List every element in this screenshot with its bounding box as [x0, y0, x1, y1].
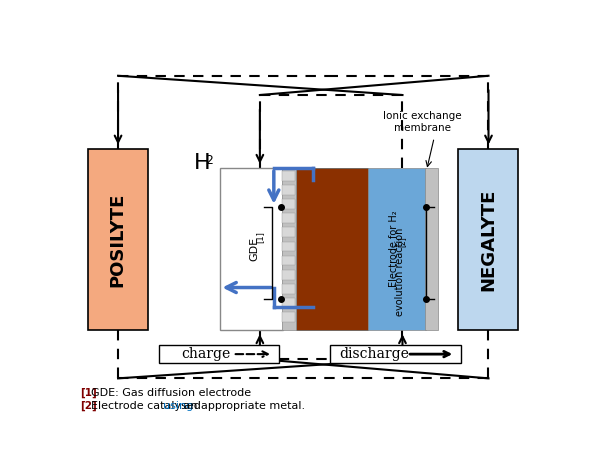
Text: POSILYTE: POSILYTE [109, 192, 126, 286]
Text: [1]: [1] [80, 388, 97, 398]
Text: Ionic exchange
membrane: Ionic exchange membrane [384, 111, 462, 133]
Bar [368, 168, 427, 330]
Bar [282, 199, 295, 209]
Text: Electrode for H₂: Electrode for H₂ [389, 211, 400, 287]
Text: charge: charge [181, 347, 230, 361]
Bar [282, 256, 295, 266]
Text: H: H [194, 153, 210, 173]
Text: using: using [163, 401, 193, 411]
Text: evolution reaction: evolution reaction [395, 228, 405, 317]
Text: Electrode catalysed: Electrode catalysed [91, 401, 204, 411]
Bar [282, 312, 295, 322]
Bar [282, 171, 295, 181]
Text: 2: 2 [205, 154, 213, 167]
Bar [282, 270, 295, 279]
Bar [159, 345, 280, 363]
Text: [2]: [2] [80, 401, 97, 411]
Bar [220, 168, 283, 330]
Bar [282, 284, 295, 293]
Bar [330, 345, 462, 363]
Bar [296, 168, 368, 330]
Bar [282, 185, 295, 195]
Bar [282, 213, 295, 223]
Bar [281, 168, 296, 330]
Bar [282, 242, 295, 252]
Text: NEGALYTE: NEGALYTE [479, 188, 497, 291]
Text: GDE: GDE [249, 237, 259, 261]
Bar [282, 227, 295, 237]
Text: GDE: Gas diffusion electrode: GDE: Gas diffusion electrode [91, 388, 251, 398]
Bar [282, 298, 295, 308]
Bar [425, 168, 438, 330]
Bar [88, 149, 148, 330]
Text: discharge: discharge [339, 347, 409, 361]
Bar [458, 149, 518, 330]
Text: [2]: [2] [398, 236, 407, 247]
Text: [1]: [1] [255, 232, 264, 244]
Text: an appropriate metal.: an appropriate metal. [180, 401, 305, 411]
